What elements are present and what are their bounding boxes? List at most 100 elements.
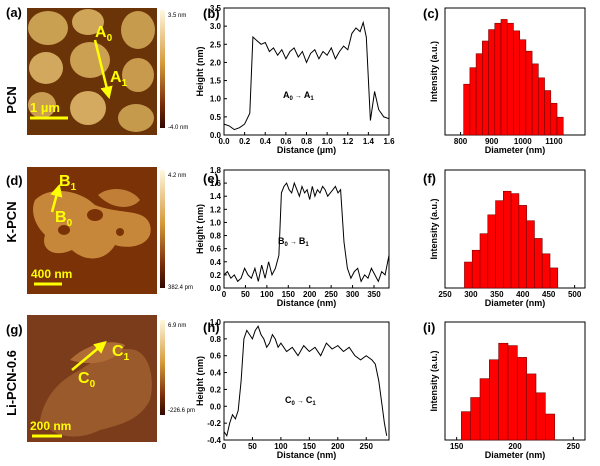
y-tick-label: 1.5 [210, 77, 222, 86]
x-axis-title: Diameter (nm) [485, 145, 546, 155]
profile-annotation-h: C0 → C1 [285, 395, 316, 407]
x-tick-label: 0 [222, 290, 227, 299]
row-pcn: PCN (a) A0 A1 1 µm 3.5 nm -4.0 nm (b) (c… [4, 5, 439, 135]
x-tick-label: 0 [222, 442, 227, 451]
histogram-bar [513, 30, 520, 136]
x-tick-label: 1.4 [363, 137, 375, 146]
y-tick-label: 3.0 [210, 22, 222, 31]
end-label: B1 [59, 173, 77, 193]
histogram-bar [538, 77, 545, 136]
y-tick-label: 0.0 [210, 131, 222, 140]
x-tick-label: 50 [241, 290, 250, 299]
panel-label-d: (d) [6, 173, 23, 188]
profile-arrow [71, 340, 107, 371]
profile-arrow [93, 39, 113, 100]
row-label-pcn: PCN [4, 86, 19, 113]
colorbar-min: -226.6 pm [168, 408, 195, 414]
x-tick-label: 250 [438, 290, 452, 299]
chart-f: 250 300 350 400 450 500 Diameter (nm) Intensity… [429, 169, 586, 308]
colorbar [160, 170, 165, 288]
x-tick-label: 1100 [545, 137, 563, 146]
height-profile-line [223, 325, 388, 438]
x-tick-label: 150 [282, 290, 296, 299]
y-tick-label: 0.5 [210, 113, 222, 122]
x-tick-label: 900 [485, 137, 499, 146]
y-axis-title: Intensity (a.u.) [429, 198, 439, 259]
afm-image-g: C1 C0 200 nm [27, 315, 157, 442]
histogram-bar [479, 233, 489, 289]
x-axis-title: Diameter (nm) [485, 298, 546, 308]
y-tick-label: 0.4 [210, 258, 222, 267]
x-tick-label: 250 [360, 442, 374, 451]
panel-label-f: (f) [423, 171, 436, 186]
x-tick-label: 150 [450, 442, 464, 451]
x-axis-title: Distance (nm) [277, 298, 337, 308]
height-profile-line [223, 20, 390, 131]
chart-e: 0 50 100 150 200 250 300 350 Distance (nm) Height… [195, 166, 390, 308]
panel-label-i: (i) [423, 320, 435, 335]
row-label-li-pcn: Li-PCN-0.6 [4, 350, 19, 416]
profile-arrow [50, 183, 63, 213]
histogram-bar [526, 373, 537, 441]
colorbar-max: 4.2 nm [168, 173, 186, 179]
x-tick-label: 250 [567, 442, 581, 451]
afm-image-d: B1 B0 400 nm [27, 167, 157, 294]
histogram-bar [482, 40, 489, 136]
colorbar [160, 10, 165, 128]
x-tick-label: 200 [508, 442, 522, 451]
y-tick-label: 0.0 [210, 284, 222, 293]
scale-bar-label: 400 nm [31, 267, 72, 281]
x-tick-label: 0.8 [301, 137, 313, 146]
colorbar-max: 3.5 nm [168, 13, 186, 19]
histogram-bar [506, 22, 514, 136]
x-tick-label: 300 [464, 290, 478, 299]
histogram-bar [489, 359, 499, 441]
y-tick-label: 0.2 [210, 385, 222, 394]
chart-i: 150 200 250 Diameter (nm) Intensity (a.u.) [429, 321, 586, 460]
profile-annotation-e: B0 → B1 [278, 236, 309, 248]
row-li-pcn: Li-PCN-0.6 (g) C1 C0 200 nm 6.9 nm -226.… [4, 315, 435, 442]
end-label: A1 [110, 69, 128, 89]
histogram-bar [534, 238, 543, 289]
histogram-bar [487, 214, 496, 289]
x-axis-title: Distance (µm) [277, 145, 336, 155]
histogram-bar [479, 378, 490, 441]
x-tick-label: 200 [303, 290, 317, 299]
y-axis-title: Height (nm) [195, 356, 205, 406]
y-tick-label: 1.0 [210, 318, 222, 327]
histogram-bar [470, 397, 481, 441]
histogram-bar [463, 83, 471, 136]
x-tick-label: 450 [542, 290, 556, 299]
y-tick-label: 2.0 [210, 58, 222, 67]
x-tick-label: 150 [303, 442, 317, 451]
histogram-bar [510, 193, 520, 289]
plot-frame [223, 321, 390, 441]
plot-frame [223, 169, 390, 289]
x-tick-label: 400 [516, 290, 530, 299]
row-label-k-pcn: K-PCN [4, 201, 19, 242]
y-tick-label: 0.6 [210, 352, 222, 361]
y-tick-label: 0.6 [210, 245, 222, 254]
y-tick-label: 0.8 [210, 335, 222, 344]
y-tick-label: 1.2 [210, 205, 222, 214]
histogram-bar [469, 67, 477, 136]
histogram-bar [488, 29, 496, 136]
histogram-bar [464, 261, 473, 289]
panel-label-e: (e) [203, 171, 219, 186]
histogram-bar [545, 413, 555, 441]
x-tick-label: 0.2 [239, 137, 251, 146]
histogram-bar [517, 357, 527, 441]
histogram-bar [471, 249, 481, 289]
y-tick-label: 0.2 [210, 271, 222, 280]
y-tick-label: 0.4 [210, 369, 222, 378]
histogram-bar [549, 267, 559, 289]
afm-image-a: A0 A1 1 µm [27, 8, 157, 135]
histogram-bar [461, 411, 471, 441]
histogram-bar [519, 39, 527, 136]
start-label: B0 [55, 209, 73, 229]
y-axis-title: Height (nm) [195, 204, 205, 254]
y-tick-label: 1.8 [210, 166, 222, 175]
y-tick-label: -0.2 [207, 419, 221, 428]
start-label: C0 [78, 370, 96, 390]
chart-h: 0 50 100 150 200 250 Distance (nm) Height (nm) -… [195, 318, 390, 460]
